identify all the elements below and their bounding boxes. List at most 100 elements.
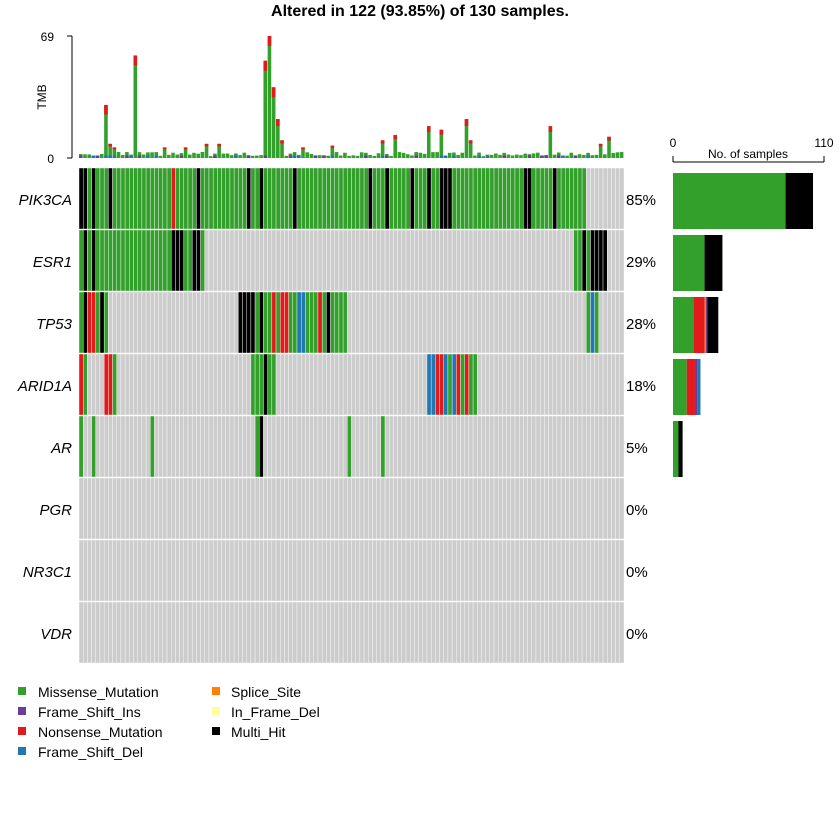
tmb-bar <box>305 152 309 158</box>
tmb-bar <box>397 152 402 158</box>
mutation-cell <box>204 601 210 664</box>
mutation-cell <box>611 601 616 664</box>
mutation-cell <box>187 477 193 540</box>
mutation-cell <box>477 601 482 664</box>
mutation-cell <box>116 539 122 602</box>
mutation-cell <box>401 477 407 540</box>
tmb-bar <box>523 153 527 158</box>
mutation-cell <box>187 601 193 664</box>
mutation-cell <box>141 539 147 602</box>
mutation-cell <box>456 353 461 416</box>
mutation-cell <box>372 291 377 354</box>
mutation-cell <box>489 601 495 664</box>
mutation-cell <box>321 353 327 416</box>
mutation-cell <box>368 167 373 230</box>
mutation-cell <box>271 539 277 602</box>
mutation-cell <box>145 353 151 416</box>
mutation-cell <box>233 477 239 540</box>
mutation-cell <box>489 167 495 230</box>
mutation-cell <box>259 601 264 664</box>
gene-label: ESR1 <box>33 254 72 271</box>
mutation-cell <box>619 601 625 664</box>
tmb-bar <box>99 154 104 158</box>
mutation-cell <box>200 167 205 230</box>
tmb-bar <box>250 155 255 158</box>
mutation-cell <box>120 167 126 230</box>
mutation-cell <box>565 353 570 416</box>
mutation-cell <box>183 167 189 230</box>
mutation-cell <box>191 229 197 292</box>
mutation-cell <box>284 477 289 540</box>
mutation-cell <box>288 539 294 602</box>
mutation-cell <box>137 539 143 602</box>
mutation-cell <box>171 291 176 354</box>
mutation-cell <box>284 167 289 230</box>
side-bar-segment <box>673 173 786 229</box>
mutation-cell <box>200 415 205 478</box>
mutation-cell <box>196 415 201 478</box>
mutation-cell <box>347 353 352 416</box>
mutation-cell <box>359 167 365 230</box>
mutation-cell <box>418 601 423 664</box>
mutation-cell <box>481 167 486 230</box>
tmb-bar <box>87 154 91 158</box>
tmb-bar <box>338 155 343 158</box>
mutation-cell <box>347 477 352 540</box>
mutation-cell <box>259 167 264 230</box>
mutation-cell <box>309 415 314 478</box>
mutation-cell <box>498 477 503 540</box>
mutation-cell <box>305 229 310 292</box>
mutation-cell <box>535 601 541 664</box>
mutation-cell <box>598 229 604 292</box>
mutation-cell <box>338 229 344 292</box>
mutation-cell <box>535 477 541 540</box>
mutation-cell <box>414 539 419 602</box>
mutation-cell <box>116 167 122 230</box>
mutation-cell <box>233 353 239 416</box>
tmb-bar <box>406 154 410 158</box>
mutation-cell <box>611 229 616 292</box>
mutation-cell <box>246 229 252 292</box>
mutation-cell <box>271 229 277 292</box>
mutation-cell <box>552 229 558 292</box>
mutation-cell <box>179 291 185 354</box>
mutation-cell <box>342 539 348 602</box>
mutation-cell <box>137 477 143 540</box>
mutation-cell <box>594 353 600 416</box>
mutation-cell <box>166 291 172 354</box>
mutation-cell <box>166 167 172 230</box>
mutation-cell <box>409 539 415 602</box>
mutation-cell <box>409 291 415 354</box>
mutation-cell <box>154 601 159 664</box>
mutation-cell <box>372 167 377 230</box>
mutation-cell <box>451 167 457 230</box>
mutation-cell <box>145 477 151 540</box>
mutation-cell <box>615 415 621 478</box>
mutation-cell <box>280 477 285 540</box>
tmb-bar-segment <box>443 155 448 158</box>
mutation-cell <box>246 539 252 602</box>
mutation-cell <box>523 229 528 292</box>
legend-swatch <box>212 707 220 715</box>
mutation-cell <box>560 167 566 230</box>
tmb-bar <box>494 153 498 158</box>
mutation-cell <box>489 477 495 540</box>
side-bar-segment <box>673 359 687 415</box>
mutation-cell <box>288 415 294 478</box>
tmb-bar <box>167 154 171 158</box>
mutation-cell <box>305 477 310 540</box>
mutation-cell <box>78 539 84 602</box>
mutation-cell <box>208 229 214 292</box>
mutation-cell <box>288 477 294 540</box>
mutation-cell <box>527 167 532 230</box>
mutation-cell <box>254 353 260 416</box>
mutation-cell <box>602 601 608 664</box>
mutation-cell <box>330 353 335 416</box>
mutation-cell <box>594 601 600 664</box>
mutation-cell <box>535 415 541 478</box>
mutation-cell <box>611 167 616 230</box>
mutation-cell <box>326 291 331 354</box>
mutation-cell <box>544 167 549 230</box>
mutation-cell <box>145 291 151 354</box>
mutation-cell <box>485 477 491 540</box>
